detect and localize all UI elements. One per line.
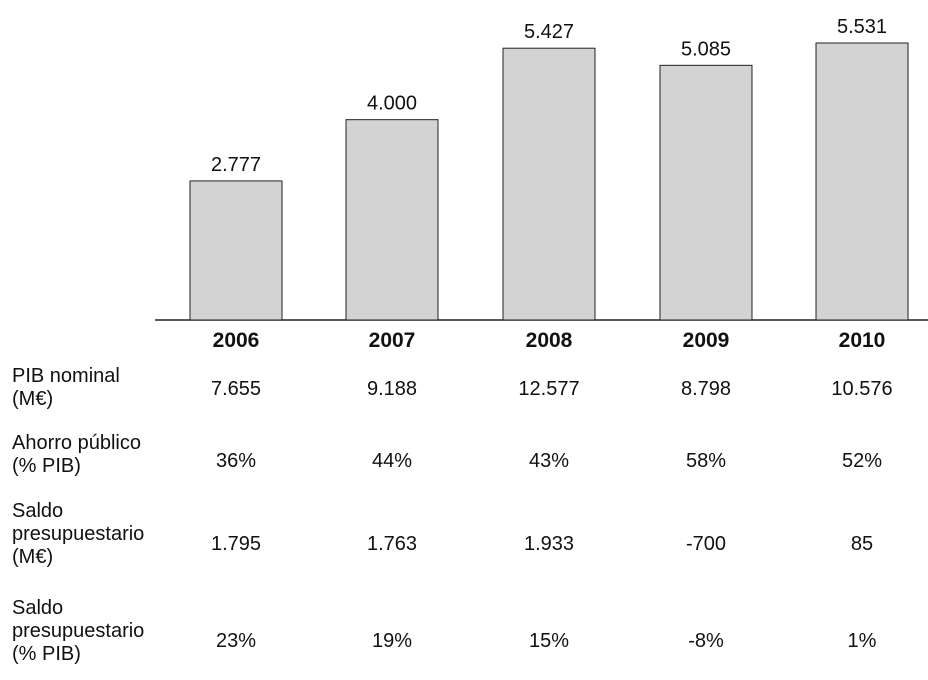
table-cell: 1.795 (210, 533, 262, 555)
data-label-2006: 2.777 (211, 154, 261, 176)
table-cell: 1.763 (366, 533, 418, 555)
table-cell: 1.933 (523, 533, 575, 555)
bar-2008 (502, 47, 596, 321)
table-cell: 23% (215, 630, 257, 652)
table-cell: 8.798 (680, 378, 732, 400)
bar-2010 (815, 42, 909, 321)
bar-chart: 2.777 2006 4.000 2007 5.427 2008 5.085 2009 5.53… (155, 16, 928, 352)
table-cell: 7.655 (210, 378, 262, 400)
bar-2006 (189, 180, 283, 321)
row-label: PIB nominal (M€) (12, 365, 120, 410)
x-tick-label-2008: 2008 (526, 329, 573, 352)
x-tick-label-2010: 2010 (839, 329, 886, 352)
table-cell: 85 (850, 533, 874, 555)
table-cell: 36% (215, 450, 257, 472)
data-label-2008: 5.427 (524, 21, 574, 43)
table-cell: -700 (685, 533, 727, 555)
table-cell: -8% (688, 630, 724, 652)
bar-2007 (345, 119, 439, 321)
x-tick-label-2007: 2007 (369, 329, 416, 352)
table-cell: 44% (371, 450, 413, 472)
table-cell: 10.576 (831, 378, 893, 400)
table-cell: 1% (847, 630, 877, 652)
data-label-2010: 5.531 (837, 16, 887, 38)
row-label: Saldo presupuestario (% PIB) (12, 597, 145, 665)
bar-2009 (659, 64, 753, 321)
table-cell: 12.577 (518, 378, 580, 400)
x-tick-label-2009: 2009 (683, 329, 730, 352)
x-tick-label-2006: 2006 (213, 329, 260, 352)
table-cell: 15% (528, 630, 570, 652)
data-label-2009: 5.085 (681, 38, 731, 60)
row-label: Saldo presupuestario (M€) (12, 500, 145, 568)
table-cell: 19% (371, 630, 413, 652)
table-cell: 43% (528, 450, 570, 472)
data-label-2007: 4.000 (367, 93, 417, 115)
table-cell: 52% (841, 450, 883, 472)
row-label: Ahorro público (% PIB) (12, 432, 141, 477)
table-cell: 58% (685, 450, 727, 472)
table-cell: 9.188 (366, 378, 418, 400)
